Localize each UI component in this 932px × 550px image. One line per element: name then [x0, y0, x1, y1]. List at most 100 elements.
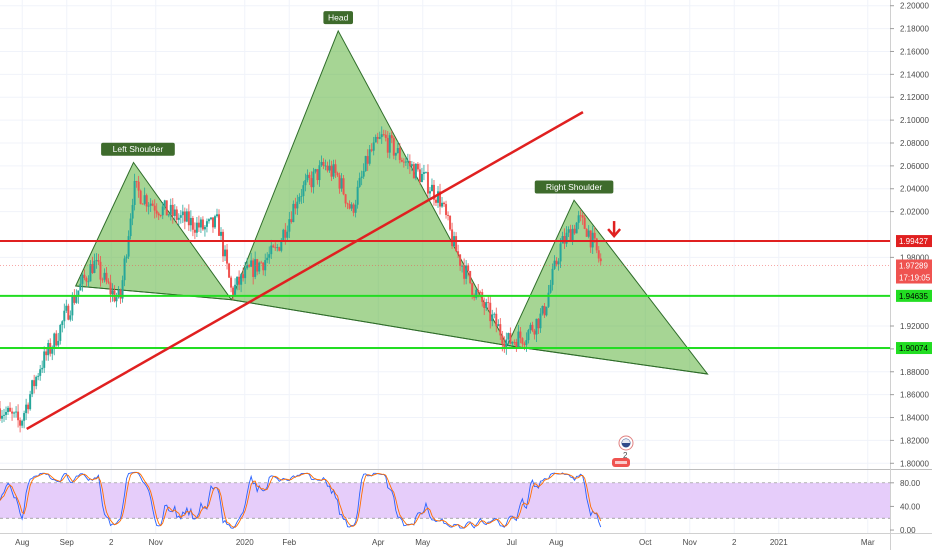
candle-body [583, 217, 586, 229]
candle-body [418, 169, 421, 183]
pattern-label: Right Shoulder [534, 180, 614, 194]
candle-body [529, 324, 532, 331]
candle-body [222, 231, 225, 257]
candle-body [346, 203, 349, 205]
candle-body [244, 268, 247, 279]
time-tick-label: Aug [549, 538, 563, 547]
candle-body [587, 230, 590, 237]
candle-body [463, 265, 466, 279]
event-flag-icon[interactable] [618, 435, 634, 451]
candle-body [493, 313, 496, 315]
candle-body [55, 333, 58, 346]
candle-body [565, 232, 568, 244]
candle-body [43, 351, 46, 368]
candle-body [388, 135, 391, 153]
candle-body [292, 203, 295, 223]
arrow-head [607, 228, 622, 238]
candle-body [252, 260, 255, 277]
candle-body [59, 324, 62, 341]
candle-body [199, 219, 202, 228]
time-tick-label: 2 [109, 538, 114, 547]
candle-body [185, 211, 188, 222]
candle-body [191, 217, 194, 230]
candle-body [91, 264, 94, 273]
time-axis[interactable]: Aug Sep 2 Nov 2020 Feb Apr May Jul Aug Oct Nov 2 2021… [0, 533, 932, 548]
oscillator-axis[interactable]: 80.00 40.00 0.00 [890, 479, 921, 535]
candle-body [111, 290, 114, 295]
candle-body [424, 172, 427, 173]
candle-body [264, 260, 267, 271]
candle-body [97, 260, 100, 262]
candle-body [278, 247, 281, 251]
candle-body [551, 268, 554, 285]
dividend-icon[interactable] [612, 458, 630, 467]
candle-body [290, 219, 293, 223]
candle-body [171, 204, 174, 216]
candle-body [469, 270, 472, 284]
osc-tick-label: 0.00 [900, 526, 916, 535]
candle-body [203, 226, 206, 230]
candle-body [483, 301, 486, 309]
candle-body [400, 159, 403, 162]
price-tick-label: 2.14000 [900, 70, 929, 79]
candle-body [364, 156, 367, 172]
candle-body [328, 165, 331, 171]
time-tick-label: Sep [60, 538, 75, 547]
stoch-k-line [0, 471, 602, 529]
level-tag-2-bg [896, 289, 932, 302]
candle-body [499, 324, 502, 336]
candle-body [348, 204, 351, 209]
price-tick-label: 1.80000 [900, 459, 929, 468]
candle-body [316, 169, 319, 181]
candle-body [15, 411, 18, 413]
price-tick-label: 1.84000 [900, 414, 929, 423]
level-tag-3-bg [896, 342, 932, 355]
candle-body [145, 195, 148, 207]
candle-body [250, 260, 253, 267]
candle-body [471, 283, 474, 296]
candle-body [5, 411, 8, 415]
candle-body [416, 163, 419, 170]
candle-body [201, 219, 204, 230]
candle-body [213, 216, 216, 228]
candle-body [1, 415, 4, 419]
candle-body [119, 290, 122, 299]
candle-body [314, 169, 317, 172]
candle-body [535, 318, 538, 335]
candle-body [585, 228, 588, 237]
candle-body [505, 339, 508, 348]
pattern-label-text: Left Shoulder [113, 144, 164, 154]
candle-body [517, 331, 520, 349]
candle-body [324, 165, 327, 167]
candle-body [509, 333, 512, 344]
price-tick-label: 2.16000 [900, 47, 929, 56]
candle-body [523, 343, 526, 345]
candle-body [302, 185, 305, 197]
candle-body [230, 277, 233, 288]
candle-body [408, 161, 411, 167]
pattern-label-bg [101, 142, 175, 156]
candle-body [224, 249, 227, 257]
candle-body [143, 195, 146, 204]
event-markers[interactable]: 2 [612, 435, 634, 467]
candle-body [31, 380, 34, 395]
price-tick-label: 2.18000 [900, 25, 929, 34]
candle-body [238, 276, 241, 285]
candle-body [422, 172, 425, 174]
candle-body [258, 262, 261, 272]
candle-body [597, 250, 600, 259]
candle-body [63, 310, 66, 322]
candle-body [487, 302, 490, 303]
candle-body [451, 229, 454, 247]
candle-body [65, 305, 68, 311]
candle-body [485, 302, 488, 309]
candle-body [29, 394, 32, 410]
candle-body [288, 219, 291, 232]
candle-body [489, 302, 492, 322]
price-axis[interactable]: 2.20000 2.18000 2.16000 2.14000 2.12000 2.100… [890, 2, 929, 469]
candle-body [390, 135, 393, 139]
candle-body [7, 407, 10, 412]
candle-body [95, 260, 98, 261]
candle-body [577, 215, 580, 223]
